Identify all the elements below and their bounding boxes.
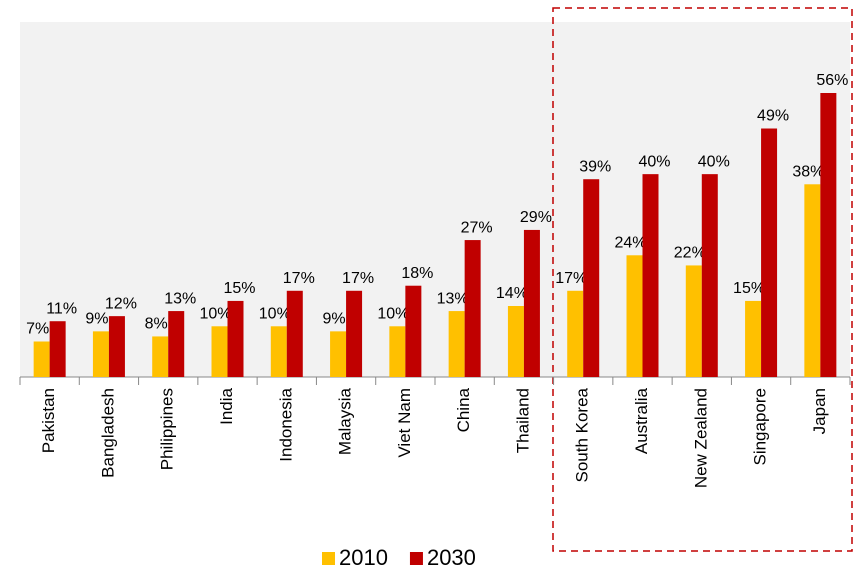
legend-swatch: [322, 552, 335, 565]
bar: [227, 300, 244, 377]
bar: [211, 326, 228, 377]
value-label: 14%: [496, 285, 528, 302]
x-tick-label: Pakistan: [39, 388, 58, 453]
bar: [286, 290, 303, 377]
value-label: 56%: [816, 72, 848, 89]
value-label: 12%: [105, 295, 137, 312]
bar: [92, 331, 109, 377]
value-label: 22%: [674, 245, 706, 262]
x-tick-label: Japan: [810, 388, 829, 434]
value-label: 15%: [223, 280, 255, 297]
bar: [448, 311, 465, 377]
bar: [330, 331, 347, 377]
bar: [745, 300, 762, 377]
value-label: 10%: [199, 306, 231, 323]
bar: [804, 184, 821, 377]
bar: [642, 174, 659, 377]
value-label: 13%: [437, 290, 469, 307]
bar: [464, 240, 481, 377]
x-tick-label: Viet Nam: [395, 388, 414, 458]
x-tick-label: South Korea: [573, 387, 592, 482]
x-tick-label: Indonesia: [276, 387, 295, 461]
bar: [761, 128, 778, 377]
bar: [346, 290, 363, 377]
value-label: 40%: [638, 153, 670, 170]
x-tick-label: Malaysia: [336, 387, 355, 455]
bar: [108, 316, 125, 377]
bar: [33, 341, 50, 377]
x-tick-label: China: [454, 387, 473, 432]
value-label: 17%: [342, 270, 374, 287]
legend-swatch: [409, 552, 423, 565]
bar: [523, 229, 540, 377]
x-tick-label: Australia: [632, 387, 651, 454]
legend-label: 2030: [427, 545, 476, 570]
bar: [820, 93, 837, 377]
bar: [389, 326, 406, 377]
bar: [567, 290, 584, 377]
highlight-box: [552, 7, 853, 552]
value-label: 11%: [46, 300, 77, 317]
bar: [168, 311, 185, 377]
value-label: 10%: [377, 306, 409, 323]
value-label: 8%: [145, 316, 168, 333]
value-label: 10%: [259, 306, 291, 323]
value-label: 17%: [283, 270, 315, 287]
value-label: 40%: [698, 153, 730, 170]
bar: [270, 326, 287, 377]
x-tick-label: New Zealand: [691, 388, 710, 488]
value-label: 24%: [614, 235, 646, 252]
value-label: 39%: [579, 158, 611, 175]
x-tick-label: Singapore: [751, 388, 770, 466]
bar: [152, 336, 169, 377]
value-label: 9%: [323, 311, 346, 328]
bar: [507, 306, 524, 377]
x-tick-label: Philippines: [158, 388, 177, 470]
x-tick-label: India: [217, 387, 236, 424]
value-label: 27%: [461, 219, 493, 236]
legend-label: 2010: [339, 545, 388, 570]
value-label: 18%: [401, 265, 433, 282]
value-label: 38%: [792, 164, 824, 181]
value-label: 9%: [85, 311, 108, 328]
value-label: 17%: [555, 270, 587, 287]
bar: [583, 179, 600, 377]
bar: [685, 265, 702, 377]
value-label: 49%: [757, 108, 789, 125]
value-label: 7%: [26, 321, 49, 338]
value-label: 29%: [520, 209, 552, 226]
bar: [49, 321, 66, 377]
value-label: 13%: [164, 290, 196, 307]
x-tick-label: Bangladesh: [98, 388, 117, 478]
bar: [626, 255, 643, 377]
bar: [701, 174, 718, 377]
bar: [405, 285, 422, 377]
value-label: 15%: [733, 280, 765, 297]
x-tick-label: Thailand: [513, 388, 532, 453]
